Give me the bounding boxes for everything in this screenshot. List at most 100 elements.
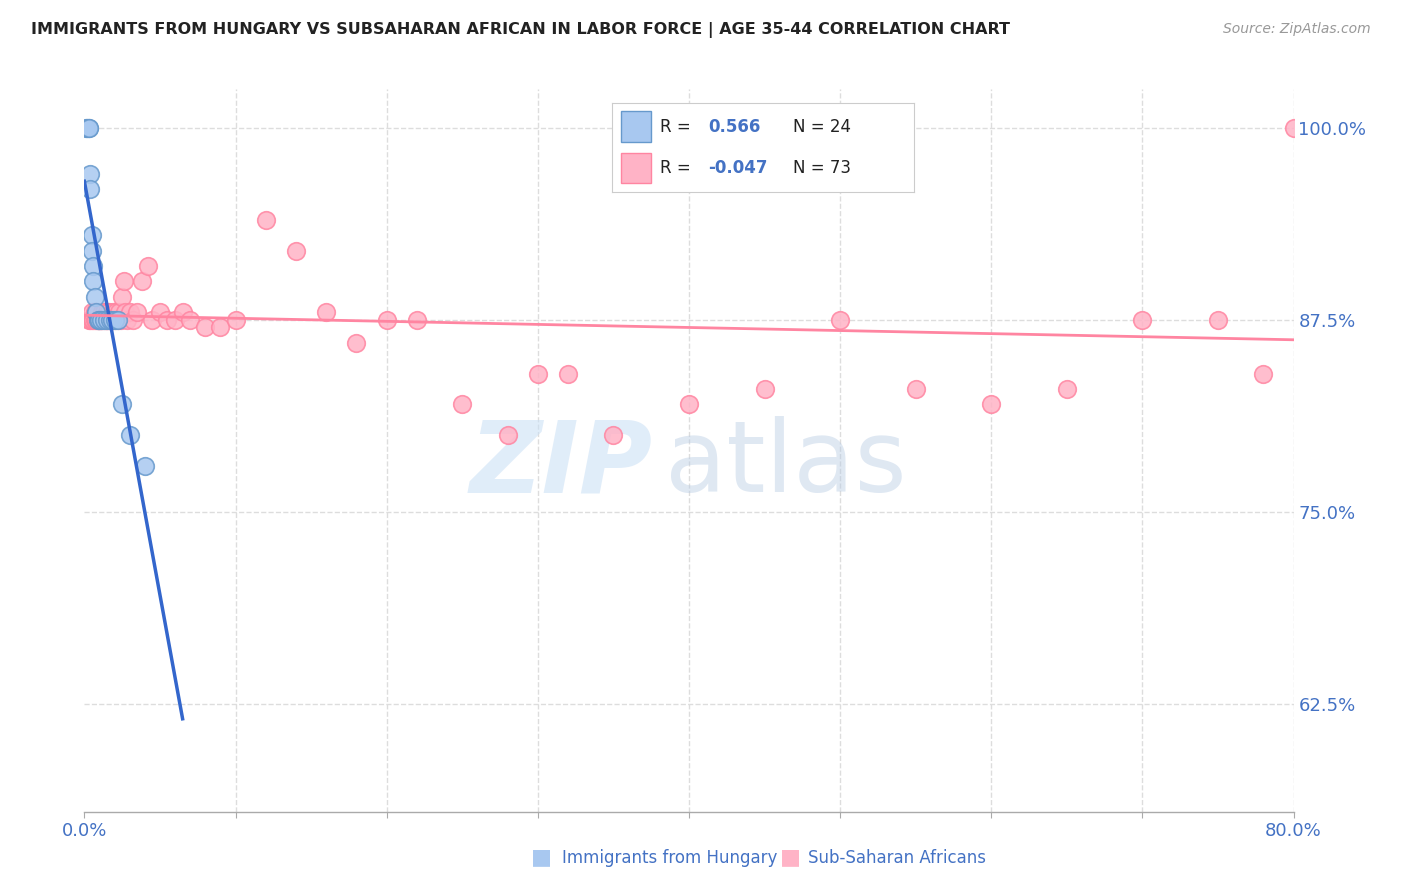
Bar xyxy=(620,153,651,183)
Text: 0.566: 0.566 xyxy=(709,118,761,136)
Point xyxy=(101,305,124,319)
Point xyxy=(87,313,110,327)
Point xyxy=(87,313,110,327)
Point xyxy=(165,313,187,327)
Point xyxy=(80,305,103,319)
Point xyxy=(375,313,398,327)
Point xyxy=(754,382,776,396)
Text: Immigrants from Hungary: Immigrants from Hungary xyxy=(562,849,778,867)
Text: N = 24: N = 24 xyxy=(793,118,851,136)
Point xyxy=(904,382,927,396)
Point xyxy=(115,313,138,327)
Point xyxy=(131,274,153,288)
Point xyxy=(82,259,104,273)
Point xyxy=(82,274,104,288)
Point xyxy=(830,313,852,327)
Point xyxy=(527,367,550,381)
Point xyxy=(980,397,1002,411)
Point xyxy=(84,290,107,304)
Point xyxy=(93,305,115,319)
Point xyxy=(91,313,114,327)
Point xyxy=(98,313,121,327)
Point xyxy=(1282,120,1305,135)
Point xyxy=(104,313,127,327)
Point xyxy=(80,244,103,258)
Point xyxy=(225,313,247,327)
Point xyxy=(80,228,103,243)
Point xyxy=(194,320,217,334)
Point xyxy=(96,313,118,327)
Point xyxy=(107,313,129,327)
Point xyxy=(118,305,141,319)
Text: ZIP: ZIP xyxy=(470,417,652,514)
Point xyxy=(98,313,121,327)
Point xyxy=(254,212,277,227)
Text: Source: ZipAtlas.com: Source: ZipAtlas.com xyxy=(1223,22,1371,37)
Point xyxy=(1206,313,1229,327)
Text: ■: ■ xyxy=(780,847,800,867)
Point xyxy=(107,313,129,327)
Point xyxy=(77,313,100,327)
Point xyxy=(285,244,308,258)
Point xyxy=(86,305,108,319)
Point xyxy=(557,367,579,381)
Point xyxy=(84,305,107,319)
Text: N = 73: N = 73 xyxy=(793,159,851,177)
Point xyxy=(111,290,134,304)
Point xyxy=(156,313,179,327)
Point xyxy=(406,313,429,327)
Point xyxy=(97,305,120,319)
Point xyxy=(76,120,98,135)
Point xyxy=(86,313,108,327)
Point xyxy=(141,313,163,327)
Point xyxy=(79,313,101,327)
Point xyxy=(96,313,118,327)
Point xyxy=(121,313,143,327)
Point xyxy=(86,305,108,319)
Point xyxy=(89,313,111,327)
Text: atlas: atlas xyxy=(665,417,907,514)
Point xyxy=(179,313,201,327)
Point xyxy=(134,458,156,473)
Point xyxy=(79,167,101,181)
Point xyxy=(149,305,172,319)
Point xyxy=(678,397,700,411)
Point xyxy=(172,305,194,319)
Point xyxy=(90,313,112,327)
Point xyxy=(90,313,112,327)
Point xyxy=(91,305,114,319)
Point xyxy=(114,305,136,319)
Point xyxy=(97,313,120,327)
Point xyxy=(118,428,141,442)
Point xyxy=(100,313,122,327)
Point xyxy=(93,313,115,327)
Point xyxy=(108,305,131,319)
Point xyxy=(209,320,232,334)
Point xyxy=(77,120,100,135)
Text: R =: R = xyxy=(659,118,690,136)
Point xyxy=(111,397,134,411)
Point xyxy=(110,313,132,327)
Point xyxy=(96,305,118,319)
Point xyxy=(79,182,101,196)
Text: ■: ■ xyxy=(531,847,551,867)
Point xyxy=(93,313,115,327)
Point xyxy=(315,305,337,319)
Point xyxy=(89,313,111,327)
Point xyxy=(94,313,117,327)
Point xyxy=(127,305,149,319)
Text: -0.047: -0.047 xyxy=(709,159,768,177)
Point xyxy=(112,274,135,288)
Point xyxy=(1056,382,1078,396)
Point xyxy=(82,313,104,327)
Point xyxy=(89,313,111,327)
Point xyxy=(77,120,100,135)
Point xyxy=(136,259,159,273)
Point xyxy=(1130,313,1153,327)
Point xyxy=(100,313,122,327)
Point xyxy=(75,120,97,135)
Point xyxy=(602,428,624,442)
Point xyxy=(496,428,519,442)
Point xyxy=(90,313,112,327)
Point xyxy=(100,313,122,327)
